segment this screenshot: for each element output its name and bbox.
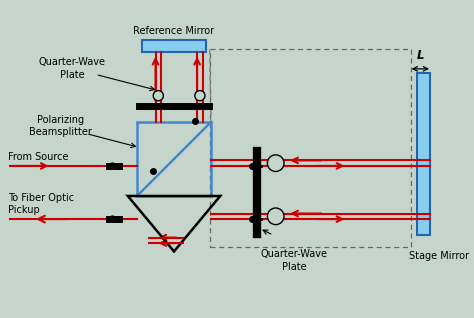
Text: L: L: [417, 49, 424, 62]
Text: Stage Mirror: Stage Mirror: [410, 252, 469, 261]
Circle shape: [153, 91, 164, 101]
Text: From Source: From Source: [8, 152, 68, 162]
Text: Quarter-Wave
Plate: Quarter-Wave Plate: [39, 57, 106, 80]
Circle shape: [267, 208, 284, 225]
Circle shape: [267, 155, 284, 171]
Bar: [210, 50, 411, 247]
Bar: [417, 73, 429, 235]
Circle shape: [195, 91, 205, 101]
Text: Quarter-Wave
Plate: Quarter-Wave Plate: [261, 249, 328, 272]
Bar: [142, 40, 206, 52]
Text: To Fiber Optic
Pickup: To Fiber Optic Pickup: [8, 193, 74, 215]
Text: Reference Mirror: Reference Mirror: [134, 26, 215, 36]
Text: Polarizing
Beamsplitter: Polarizing Beamsplitter: [29, 115, 92, 137]
Bar: [137, 122, 211, 196]
